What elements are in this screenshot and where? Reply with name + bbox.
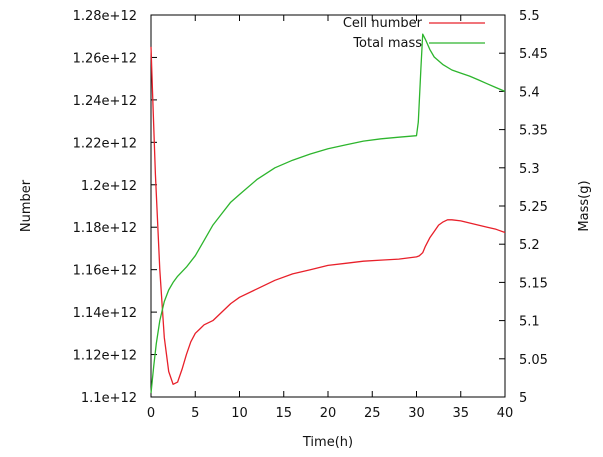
x-tick-label: 0	[147, 406, 155, 421]
y-tick-label-left: 1.2e+12	[81, 179, 137, 194]
series-line-cell-number	[150, 46, 506, 385]
y-tick-label-right: 5.45	[519, 47, 548, 62]
x-axis: 0 5 10 15 20 25 30 35 40	[147, 15, 513, 421]
x-tick-label: 5	[191, 406, 199, 421]
x-tick-label: 20	[320, 406, 337, 421]
y-tick-label-right: 5.1	[519, 315, 540, 330]
y-tick-label-left: 1.16e+12	[73, 264, 137, 279]
y-axis-right: 5 5.05 5.1 5.15 5.2 5.25 5.3 5.35 5.4 5.45 5.5	[499, 9, 548, 406]
y-tick-label-left: 1.24e+12	[73, 94, 137, 109]
y-tick-label-left: 1.28e+12	[73, 9, 137, 24]
y-tick-label-left: 1.22e+12	[73, 136, 137, 151]
y-tick-label-right: 5	[519, 391, 527, 406]
y-tick-label-right: 5.5	[519, 9, 540, 24]
y-tick-label-right: 5.05	[519, 353, 548, 368]
y-tick-label-left: 1.14e+12	[73, 306, 137, 321]
legend: Cell number Total mass	[343, 16, 485, 51]
y-tick-label-right: 5.25	[519, 200, 548, 215]
y-tick-label-left: 1.26e+12	[73, 51, 137, 66]
y2-axis-label: Mass(g)	[577, 180, 592, 231]
y-axis-label: Number	[19, 179, 34, 232]
legend-label: Total mass	[352, 36, 422, 51]
y-tick-label-left: 1.12e+12	[73, 349, 137, 364]
series-line-total-mass	[150, 33, 506, 394]
y-tick-label-right: 5.35	[519, 124, 548, 139]
x-tick-label: 10	[231, 406, 248, 421]
x-tick-label: 40	[497, 406, 514, 421]
x-axis-label: Time(h)	[302, 435, 353, 450]
plot-frame	[150, 14, 506, 398]
x-tick-label: 25	[364, 406, 381, 421]
x-tick-label: 15	[275, 406, 292, 421]
x-tick-label: 30	[408, 406, 425, 421]
legend-label: Cell number	[343, 16, 423, 31]
y-axis-left: 1.1e+12 1.12e+12 1.14e+12 1.16e+12 1.18e+12 1…	[73, 9, 157, 406]
plot-area	[150, 14, 506, 398]
y-tick-label-right: 5.15	[519, 276, 548, 291]
y-tick-label-left: 1.18e+12	[73, 221, 137, 236]
y-tick-label-right: 5.4	[519, 85, 540, 100]
y-tick-label-right: 5.3	[519, 162, 540, 177]
series-layer	[150, 33, 506, 394]
y-tick-label-right: 5.2	[519, 238, 540, 253]
y-tick-label-left: 1.1e+12	[81, 391, 137, 406]
x-tick-label: 35	[452, 406, 469, 421]
